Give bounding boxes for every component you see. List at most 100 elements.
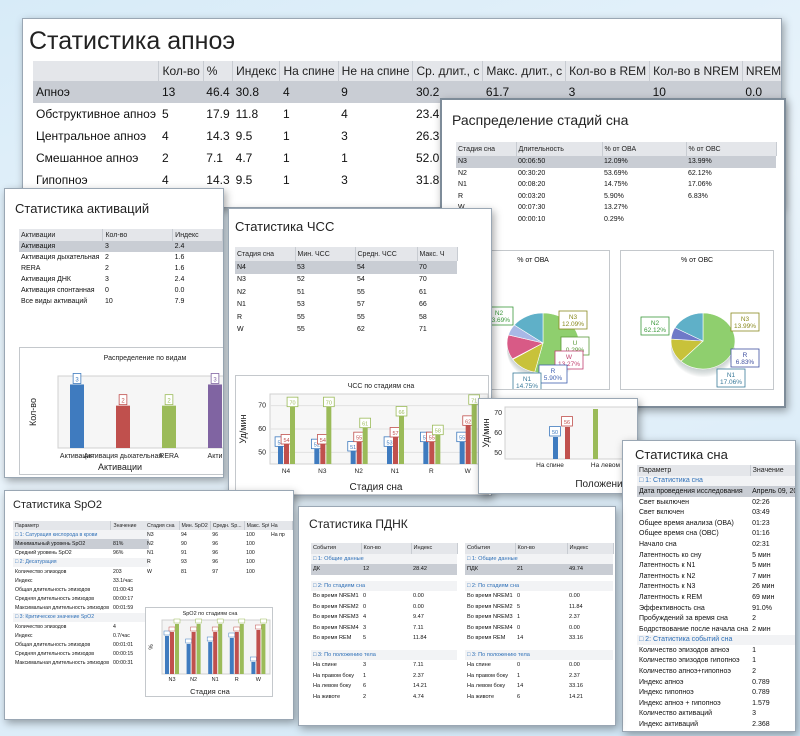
table-row[interactable]: Средний уровень SpO2 96% xyxy=(13,549,149,558)
table-row[interactable]: ДК 12 28.42 xyxy=(311,564,457,575)
table-row[interactable]: Дата проведения исследования Апрель 09, 2… xyxy=(637,486,795,497)
bar-R-0[interactable] xyxy=(229,638,234,674)
table-row[interactable]: Общее время анализа (ОВА) 01:23 xyxy=(637,518,795,529)
bar-N2-1[interactable] xyxy=(191,632,196,674)
table-row[interactable]: N2 90 96 100 xyxy=(145,539,277,548)
bar-N3-2[interactable] xyxy=(326,405,332,464)
table-row[interactable]: Общая длительность эпизодов 01:00:43 xyxy=(13,585,149,594)
table-row[interactable]: Во время NREM3 4 9.47 xyxy=(311,612,457,623)
section-row[interactable]: □ 3: Критическое значение SpO2 xyxy=(13,612,149,623)
bar-W-2[interactable] xyxy=(261,624,266,674)
header-row[interactable]: События Кол-во Индекс xyxy=(311,543,458,554)
pie-slice-N1[interactable] xyxy=(513,312,544,344)
bar-N4-0[interactable] xyxy=(278,445,283,464)
table-row[interactable]: Во время REM 14 33.16 xyxy=(465,633,613,644)
table-row[interactable]: N3 94 96 100 xyxy=(145,530,277,539)
header-row[interactable]: Параметр Значение xyxy=(637,465,795,476)
bar-N3-0[interactable] xyxy=(314,447,320,464)
bar-N4-1[interactable] xyxy=(284,443,289,464)
bar-1[interactable] xyxy=(116,405,130,448)
section-row[interactable]: □ 2: По стадиям сна xyxy=(465,580,613,591)
table-row[interactable]: Свет выключен 02:26 xyxy=(637,497,795,508)
table-row[interactable]: Активация дыхательная 2 1.6 xyxy=(19,252,223,263)
table-row[interactable]: Во время NREM1 0 0.00 xyxy=(311,591,457,602)
section-row[interactable]: □ 3: По положению тела xyxy=(465,649,613,660)
table-row[interactable]: Количество эпизодов гипопноэ 1 xyxy=(637,656,795,667)
table-row[interactable]: Индекс 33.1/час xyxy=(13,576,149,585)
table-row[interactable]: Эффективность сна 91.0% xyxy=(637,603,795,614)
section-row[interactable]: □ 1: Статистика сна xyxy=(637,475,795,487)
table-row[interactable]: На животе 6 14.21 xyxy=(465,692,613,703)
table-row[interactable]: Количество эпизодов апноэ 1 xyxy=(637,645,795,656)
table-row[interactable]: W 81 97 100 xyxy=(145,567,277,576)
pie-slice-N1[interactable] xyxy=(674,312,704,342)
table-row[interactable]: На xyxy=(269,521,293,531)
table-row[interactable]: Средняя длительность эпизодов 00:00:17 xyxy=(13,595,149,604)
bar-N4-2[interactable] xyxy=(290,405,295,464)
bar-N2-0[interactable] xyxy=(350,450,356,464)
bar[interactable] xyxy=(553,437,558,459)
table-row[interactable]: Во время NREM4 3 7.11 xyxy=(311,623,457,634)
bar-N3-0[interactable] xyxy=(165,636,169,674)
table-row[interactable]: Количество эпизодов 4 xyxy=(13,622,149,631)
table-row[interactable]: Во время NREM1 0 0.00 xyxy=(465,591,613,602)
table-row[interactable]: Минимальный уровень SpO2 81% xyxy=(13,539,149,549)
section-row[interactable]: □ 3: По положению тела xyxy=(311,649,457,660)
table-row[interactable]: На левом боку 14 33.16 xyxy=(465,681,613,692)
table-row[interactable]: Латентность к N2 7 мин xyxy=(637,571,795,582)
header-row[interactable]: Параметр Значение xyxy=(13,521,150,531)
bar-N1-2[interactable] xyxy=(218,624,223,674)
bar-N3-2[interactable] xyxy=(175,624,179,674)
bar-R-2[interactable] xyxy=(239,624,244,674)
table-row[interactable]: N1 91 96 100 xyxy=(145,549,277,558)
table-row[interactable]: W 55 62 71 xyxy=(235,324,457,337)
table-row[interactable]: Активация ДНК 3 2.4 xyxy=(19,274,223,285)
table-row[interactable]: Во время NREM2 0 0.00 xyxy=(311,602,457,613)
table-row[interactable]: Бодрствование после начала сна 2 мин xyxy=(637,624,795,635)
table-row[interactable]: Смешанное апноэ 2 7.1 4.7 1 1 52.0 xyxy=(33,147,781,169)
table-row[interactable]: R 93 96 100 xyxy=(145,558,277,567)
table-row[interactable]: На левом боку 6 14.21 xyxy=(311,681,457,692)
bar-N2-2[interactable] xyxy=(196,624,201,674)
header-row[interactable]: Активации Кол-во Индекс xyxy=(19,229,223,241)
table-row[interactable]: Максимальная длительность эпизодов 00:00:… xyxy=(13,659,149,668)
bar-W-0[interactable] xyxy=(251,662,256,674)
table-row[interactable]: N3 00:06:50 12.09% 13.99% xyxy=(456,156,776,168)
bar-N2-0[interactable] xyxy=(186,644,191,674)
section-row[interactable]: □ 2: Статистика событий сна xyxy=(637,634,795,646)
table-row[interactable]: Индекс активаций 2.368 xyxy=(637,719,795,730)
table-row[interactable]: На пр xyxy=(269,530,293,539)
bar[interactable] xyxy=(593,409,598,459)
bar-R-1[interactable] xyxy=(234,632,239,674)
bar-N2-2[interactable] xyxy=(362,426,368,464)
table-row[interactable]: На животе 2 4.74 xyxy=(311,692,457,703)
section-row[interactable]: □ 2: Десатурация xyxy=(13,557,149,567)
table-row[interactable]: На правом боку 1 2.37 xyxy=(311,671,457,682)
bar-N3-1[interactable] xyxy=(170,632,174,674)
table-row[interactable]: На правом боку 1 2.37 xyxy=(465,671,613,682)
table-row[interactable]: Центральное апноэ 4 14.3 9.5 1 3 26.3 xyxy=(33,125,781,147)
table-row[interactable]: Латентность к N1 5 мин xyxy=(637,560,795,571)
table-row[interactable]: N1 00:08:20 14.75% 17.06% xyxy=(456,179,776,191)
table-row[interactable]: N2 51 55 61 xyxy=(235,286,457,299)
bar-N1-0[interactable] xyxy=(387,445,392,464)
table-row[interactable]: Во время NREM2 5 11.84 xyxy=(465,602,613,613)
bar-W-0[interactable] xyxy=(459,440,465,464)
bar-N3-1[interactable] xyxy=(320,443,326,464)
table-row[interactable]: Латентность ко сну 5 мин xyxy=(637,550,795,561)
header-row[interactable]: Стадия сна Мин. SpO2 Средн. Sp... Макс. SpO… xyxy=(145,521,278,531)
table-row[interactable]: Максимальная длительность эпизодов 00:01:… xyxy=(13,604,149,613)
header-row[interactable]: Кол-во% Индекс На спине Не на спине Ср. длит… xyxy=(33,61,781,81)
table-row[interactable]: Активация спонтанная 0 0.0 xyxy=(19,285,223,296)
table-row[interactable]: Апноэ 13 46.4 30.8 4 9 30.2 61.7 3 10 0.0 xyxy=(33,81,781,103)
section-row[interactable]: □ 2: По стадиям сна xyxy=(311,580,457,591)
table-row[interactable]: Общее время сна (ОВС) 01:16 xyxy=(637,529,795,540)
table-row[interactable]: Все виды активаций 10 7.9 xyxy=(19,296,223,307)
table-row[interactable]: R 00:03:20 5.90% 6.83% xyxy=(456,191,776,203)
table-row[interactable]: Во время NREM4 0 0.00 xyxy=(465,623,613,634)
table-row[interactable]: W00:07:30 13.27% xyxy=(456,202,776,214)
bar-R-0[interactable] xyxy=(423,440,429,464)
table-row[interactable]: Обструктивное апноэ 5 17.9 11.8 1 4 23.4 xyxy=(33,103,781,125)
table-row[interactable]: N4 53 54 70 xyxy=(235,261,457,274)
bar[interactable] xyxy=(565,427,570,459)
